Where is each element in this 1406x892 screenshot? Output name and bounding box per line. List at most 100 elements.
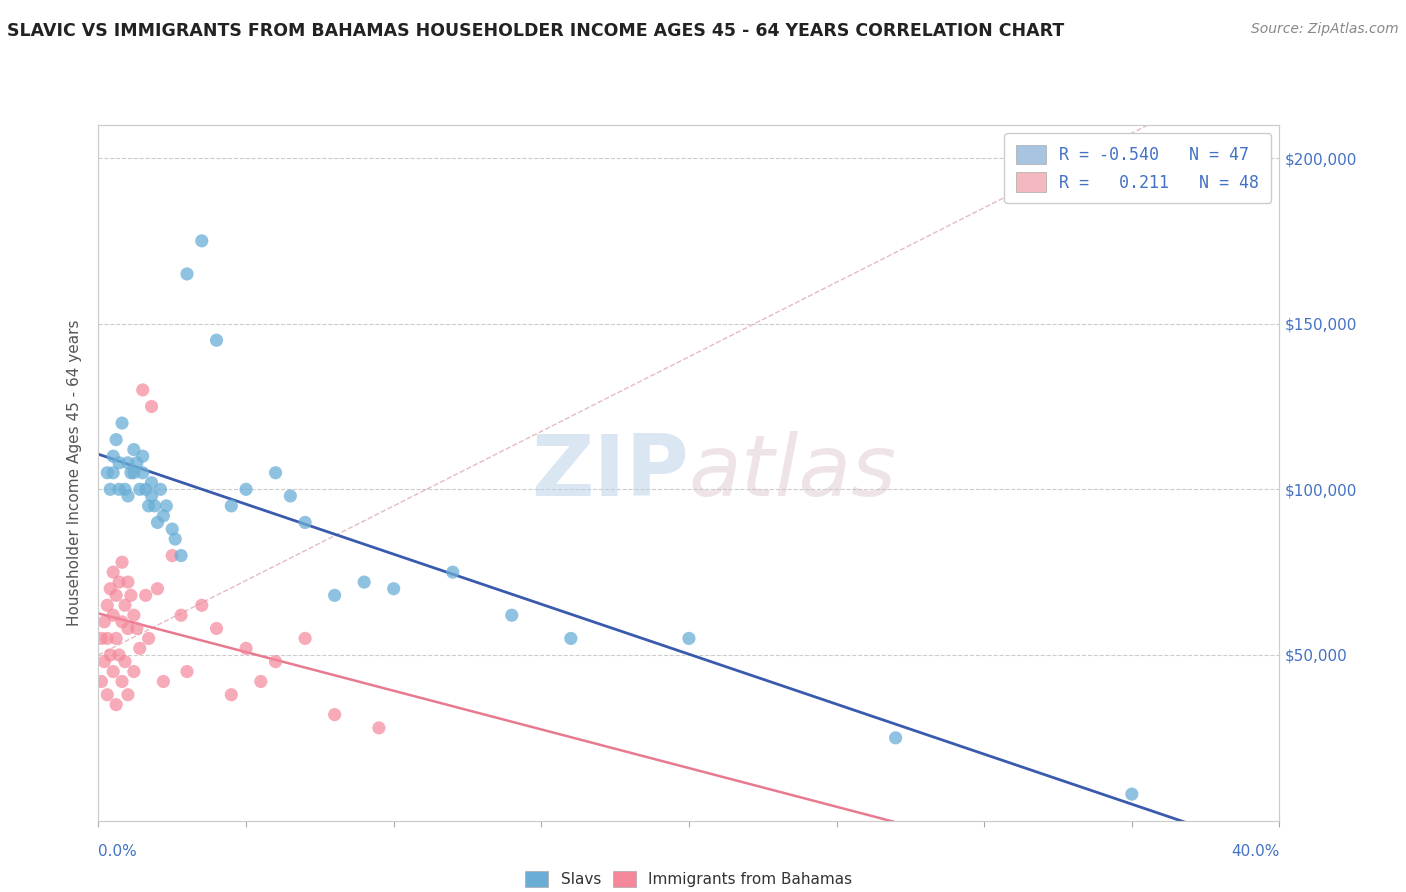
Point <box>205 333 228 347</box>
Point <box>103 665 125 679</box>
Point <box>250 674 273 689</box>
Point <box>93 615 115 629</box>
Point <box>98 648 121 662</box>
Point <box>138 632 160 646</box>
Point <box>111 555 134 569</box>
Point <box>152 508 174 523</box>
Point <box>132 449 155 463</box>
Point <box>146 582 169 596</box>
Point <box>1121 787 1143 801</box>
Point <box>105 433 128 447</box>
Point <box>149 483 172 497</box>
Point <box>141 475 163 490</box>
Point <box>170 549 193 563</box>
Point <box>135 483 157 497</box>
Point <box>105 698 128 712</box>
Point <box>128 483 150 497</box>
Point <box>191 599 214 613</box>
Point <box>96 466 118 480</box>
Point <box>90 632 112 646</box>
Point <box>96 599 118 613</box>
Point <box>96 688 118 702</box>
Point <box>114 599 136 613</box>
Point <box>141 400 163 414</box>
Point <box>117 622 139 636</box>
Point <box>501 608 523 623</box>
Point <box>294 632 316 646</box>
Point <box>108 456 131 470</box>
Point <box>132 466 155 480</box>
Point <box>93 655 115 669</box>
Point <box>103 565 125 579</box>
Point <box>117 688 139 702</box>
Point <box>264 466 287 480</box>
Point <box>191 234 214 248</box>
Point <box>353 575 375 590</box>
Point <box>108 575 131 590</box>
Point <box>382 582 405 596</box>
Point <box>103 608 125 623</box>
Point <box>141 489 163 503</box>
Point <box>170 608 193 623</box>
Point <box>441 565 464 579</box>
Point <box>162 522 183 536</box>
Point <box>323 707 346 722</box>
Point <box>128 641 150 656</box>
Point <box>235 483 257 497</box>
Point <box>90 674 112 689</box>
Point <box>105 588 128 602</box>
Point <box>108 648 131 662</box>
Point <box>155 499 177 513</box>
Text: ZIP: ZIP <box>531 431 689 515</box>
Y-axis label: Householder Income Ages 45 - 64 years: Householder Income Ages 45 - 64 years <box>67 319 83 626</box>
Point <box>108 483 131 497</box>
Text: atlas: atlas <box>689 431 897 515</box>
Point <box>114 483 136 497</box>
Point <box>135 588 157 602</box>
Point <box>294 516 316 530</box>
Point <box>117 575 139 590</box>
Text: 40.0%: 40.0% <box>1232 845 1279 859</box>
Text: 0.0%: 0.0% <box>98 845 138 859</box>
Point <box>120 466 142 480</box>
Point <box>111 615 134 629</box>
Point <box>235 641 257 656</box>
Point <box>165 532 187 546</box>
Point <box>120 588 142 602</box>
Point <box>103 466 125 480</box>
Point <box>103 449 125 463</box>
Point <box>98 483 121 497</box>
Point <box>152 674 174 689</box>
Point <box>111 416 134 430</box>
Point <box>96 632 118 646</box>
Point <box>122 608 145 623</box>
Text: Source: ZipAtlas.com: Source: ZipAtlas.com <box>1251 22 1399 37</box>
Point <box>323 588 346 602</box>
Point <box>117 489 139 503</box>
Point <box>122 665 145 679</box>
Point <box>111 674 134 689</box>
Point <box>132 383 155 397</box>
Point <box>138 499 160 513</box>
Point <box>176 267 198 281</box>
Point <box>219 688 242 702</box>
Legend: Slavs, Immigrants from Bahamas: Slavs, Immigrants from Bahamas <box>519 865 859 892</box>
Point <box>122 466 145 480</box>
Point <box>278 489 302 503</box>
Point <box>117 456 139 470</box>
Point <box>368 721 391 735</box>
Point <box>143 499 166 513</box>
Point <box>125 622 148 636</box>
Point <box>125 456 148 470</box>
Point <box>122 442 145 457</box>
Point <box>114 655 136 669</box>
Point <box>162 549 183 563</box>
Point <box>560 632 582 646</box>
Point <box>264 655 287 669</box>
Point <box>98 582 121 596</box>
Point <box>105 632 128 646</box>
Point <box>884 731 907 745</box>
Point <box>219 499 242 513</box>
Point <box>176 665 198 679</box>
Point <box>678 632 700 646</box>
